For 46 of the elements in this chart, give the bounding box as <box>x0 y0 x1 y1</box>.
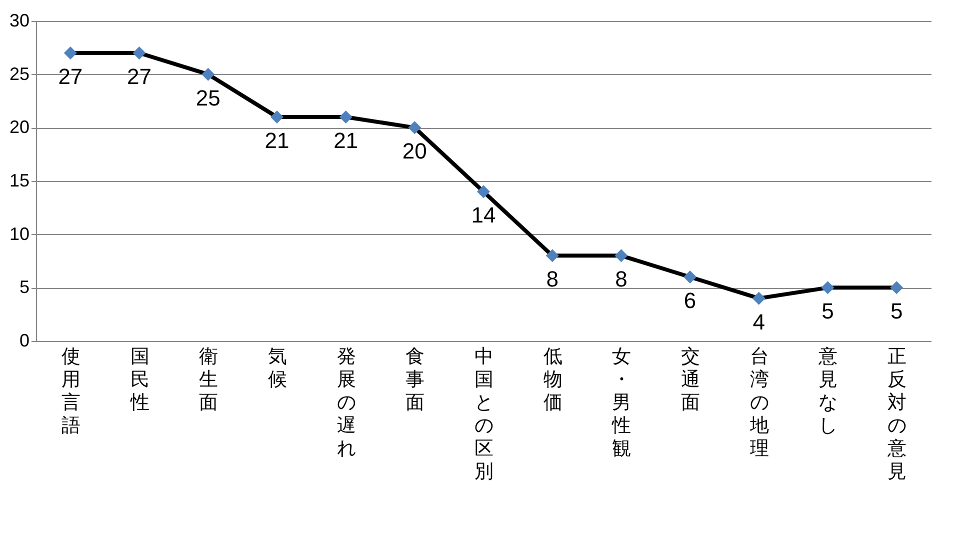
data-label: 25 <box>196 85 220 110</box>
point <box>132 46 146 60</box>
x-tick-label: 中国との区別 <box>474 346 494 482</box>
x-tick-label: 女・男性観 <box>611 346 632 460</box>
data-label: 14 <box>471 202 496 228</box>
point <box>684 270 697 284</box>
data-label: 5 <box>890 298 903 324</box>
y-tick-label: 10 <box>9 224 30 244</box>
x-tick-label: 発展の遅れ <box>336 346 356 460</box>
data-label: 8 <box>615 266 628 292</box>
point <box>64 46 77 60</box>
point <box>270 110 284 124</box>
y-tick-label: 20 <box>9 117 30 138</box>
data-label: 5 <box>822 298 834 324</box>
data-label: 21 <box>334 128 358 153</box>
data-label: 8 <box>546 266 558 292</box>
x-tick-label: 使用言語 <box>61 346 80 436</box>
y-tick-label: 15 <box>9 170 30 190</box>
y-tick-label: 25 <box>9 64 30 84</box>
point <box>614 249 628 262</box>
point <box>339 110 352 124</box>
data-label: 6 <box>684 288 696 313</box>
x-tick-label: 気候 <box>268 346 287 390</box>
data-label: 21 <box>264 128 290 153</box>
y-tick-label: 5 <box>19 277 30 298</box>
y-tick-label: 0 <box>19 330 30 350</box>
x-tick-label: 食事面 <box>406 346 425 414</box>
data-label: 27 <box>127 64 152 89</box>
x-tick-label: 意見なし <box>818 346 838 436</box>
point <box>752 292 766 305</box>
x-tick-label: 正反対の意見 <box>886 346 907 482</box>
x-tick-label: 台湾の地理 <box>748 346 769 460</box>
point <box>546 249 559 262</box>
point <box>408 121 422 134</box>
y-tick-label: 30 <box>9 10 30 30</box>
x-tick-label: 交通面 <box>681 346 700 414</box>
x-tick-label: 低物価 <box>543 346 562 414</box>
x-tick-label: 衛生面 <box>199 346 218 414</box>
data-label: 4 <box>752 309 766 334</box>
data-label: 27 <box>58 64 83 89</box>
data-label: 20 <box>402 138 427 164</box>
point <box>202 68 215 81</box>
x-tick-label: 国民性 <box>129 346 150 414</box>
point <box>821 281 834 294</box>
point <box>476 185 490 198</box>
point <box>890 281 904 294</box>
